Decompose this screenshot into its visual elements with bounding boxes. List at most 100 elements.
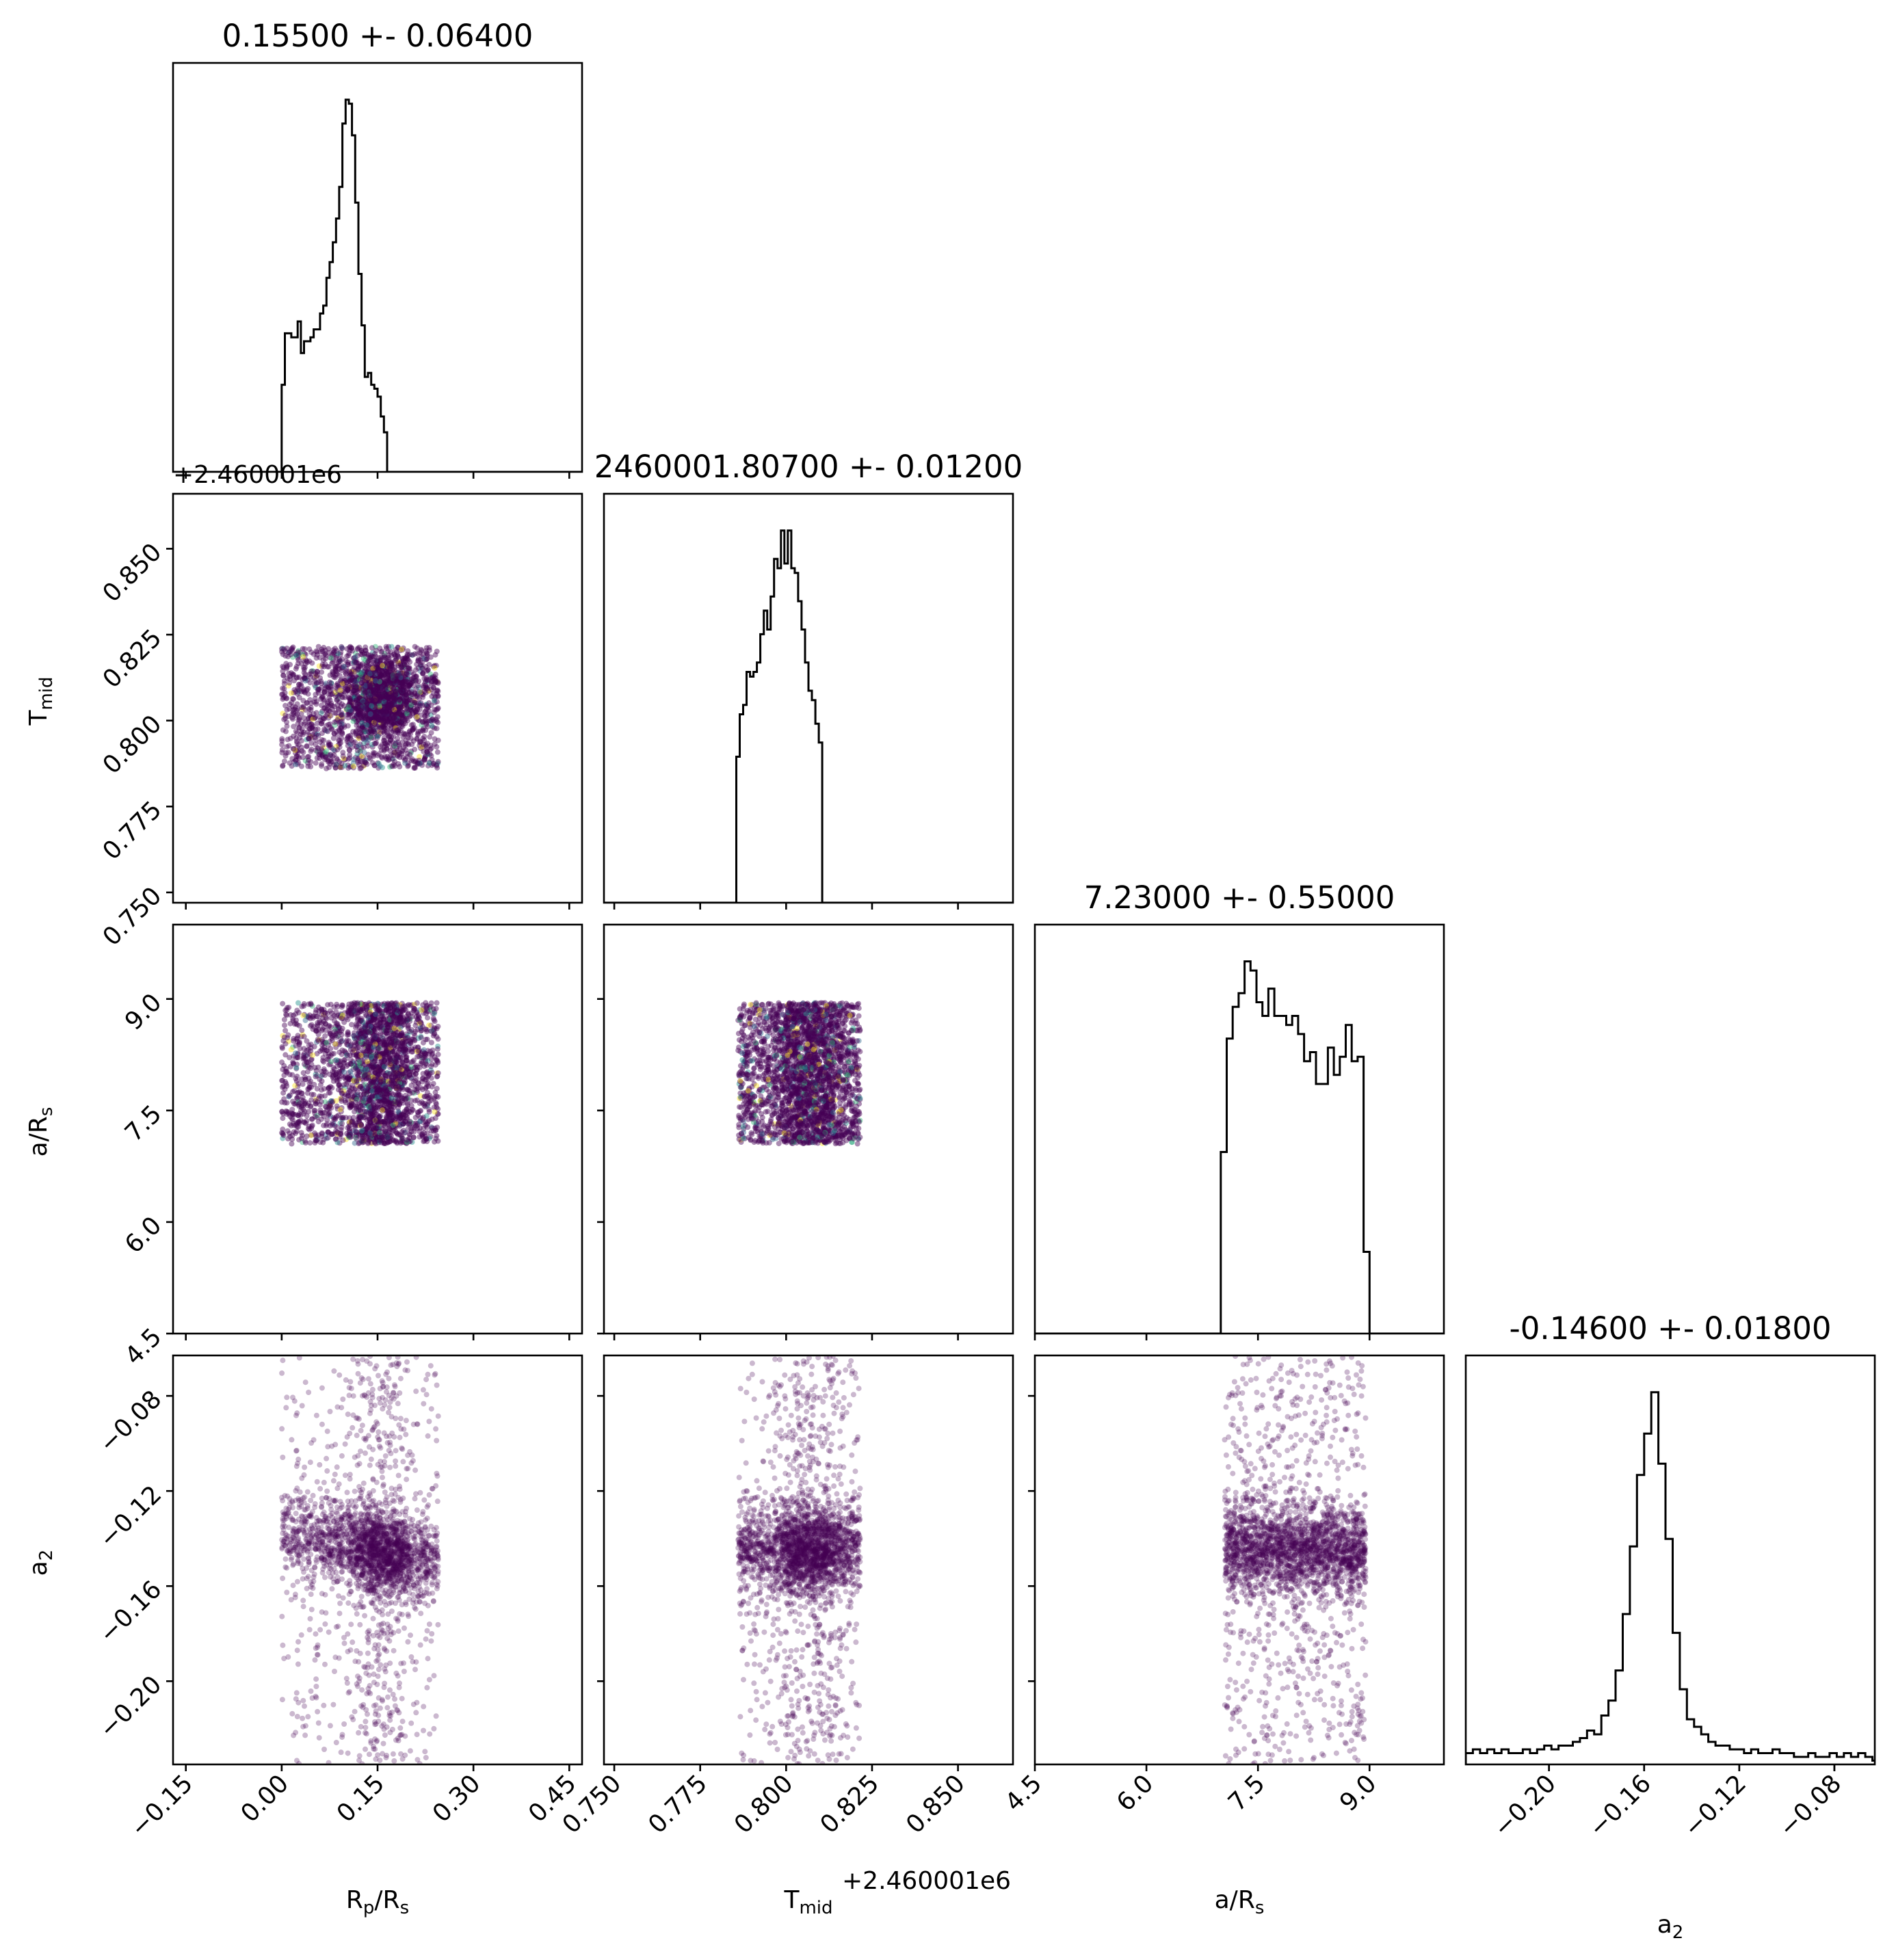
- scatter-point: [414, 645, 420, 651]
- scatter-point: [372, 680, 378, 687]
- scatter-point: [380, 716, 386, 722]
- scatter-point: [311, 668, 317, 674]
- scatter-point: [388, 715, 394, 721]
- scatter-point: [401, 683, 406, 689]
- scatter-point: [350, 655, 356, 661]
- scatter-point: [353, 674, 359, 680]
- scatter-point: [371, 719, 377, 726]
- scatter-point: [317, 755, 323, 761]
- scatter-point: [379, 684, 385, 690]
- scatter-point: [359, 734, 365, 740]
- scatter-point: [332, 765, 339, 771]
- scatter-point: [390, 676, 396, 682]
- scatter-point: [373, 664, 380, 670]
- scatter-point: [332, 665, 339, 672]
- scatter-point: [319, 746, 325, 752]
- scatter-point: [434, 687, 440, 693]
- scatter-point: [384, 675, 390, 681]
- scatter-point: [382, 678, 389, 685]
- scatter-point: [308, 759, 314, 765]
- scatter-point: [332, 765, 339, 771]
- scatter-point: [391, 699, 397, 705]
- scatter-point: [353, 712, 359, 718]
- scatter-point: [384, 704, 390, 711]
- scatter-point: [360, 698, 366, 704]
- scatter-point: [345, 659, 351, 665]
- scatter-point: [435, 1070, 441, 1076]
- scatter-point: [367, 672, 373, 678]
- scatter-point: [369, 696, 375, 702]
- scatter-point: [337, 744, 343, 750]
- scatter-point: [388, 681, 394, 687]
- scatter-point: [368, 728, 374, 734]
- scatter-point: [376, 732, 382, 739]
- scatter-point: [393, 689, 399, 695]
- scatter-point: [374, 696, 380, 702]
- scatter-point: [423, 676, 430, 683]
- scatter-point: [401, 700, 407, 706]
- scatter-point: [332, 672, 339, 678]
- scatter-point: [412, 713, 419, 719]
- scatter-point: [421, 725, 427, 731]
- scatter-point: [328, 758, 334, 765]
- scatter-point: [375, 676, 381, 683]
- scatter-point: [387, 676, 393, 682]
- scatter-point: [361, 706, 367, 712]
- scatter-point: [340, 695, 346, 701]
- scatter-point: [403, 708, 409, 715]
- scatter-point: [371, 716, 378, 722]
- scatter-point: [290, 716, 295, 722]
- scatter-point: [352, 706, 358, 713]
- scatter-point: [363, 676, 369, 683]
- scatter-point: [334, 732, 341, 738]
- scatter-point: [338, 677, 344, 683]
- scatter-point: [420, 670, 426, 676]
- scatter-point: [435, 679, 441, 685]
- scatter-point: [390, 694, 396, 700]
- scatter-point: [360, 1113, 365, 1119]
- scatter-point: [373, 704, 379, 710]
- scatter-point: [324, 711, 330, 717]
- scatter-point: [365, 706, 371, 713]
- scatter-point: [358, 670, 364, 676]
- scatter-point: [409, 1046, 415, 1052]
- scatter-point: [347, 702, 353, 708]
- scatter-point: [330, 657, 337, 663]
- scatter-point: [392, 680, 398, 686]
- scatter-point: [304, 677, 311, 683]
- scatter-point: [350, 763, 356, 769]
- scatter-point: [378, 744, 384, 750]
- scatter-point: [381, 678, 387, 685]
- scatter-point: [357, 727, 363, 733]
- scatter-point: [297, 649, 303, 655]
- scatter-point: [352, 716, 358, 722]
- scatter-point: [408, 703, 414, 709]
- scatter-point: [379, 715, 385, 721]
- scatter-point: [330, 687, 336, 693]
- scatter-point: [394, 707, 400, 713]
- scatter-point: [369, 717, 376, 723]
- scatter-point: [330, 735, 337, 741]
- scatter-point: [386, 712, 391, 718]
- scatter-point: [328, 1001, 334, 1007]
- scatter-point: [369, 708, 376, 714]
- scatter-point: [365, 734, 371, 740]
- scatter-point: [383, 683, 389, 689]
- scatter-point: [382, 701, 388, 707]
- scatter-point: [413, 673, 419, 679]
- scatter-point: [328, 752, 334, 758]
- scatter-point: [323, 754, 329, 760]
- scatter-point: [336, 692, 342, 698]
- scatter-point: [311, 711, 317, 717]
- scatter-point: [435, 1051, 441, 1057]
- scatter-point: [397, 698, 403, 704]
- scatter-point: [392, 763, 398, 769]
- scatter-point: [425, 677, 432, 683]
- scatter-point: [339, 656, 345, 662]
- scatter-point: [355, 700, 361, 705]
- scatter-point: [300, 750, 306, 755]
- scatter-point: [371, 700, 377, 706]
- scatter-point: [385, 719, 391, 724]
- scatter-point: [394, 694, 400, 700]
- scatter-point: [325, 699, 331, 705]
